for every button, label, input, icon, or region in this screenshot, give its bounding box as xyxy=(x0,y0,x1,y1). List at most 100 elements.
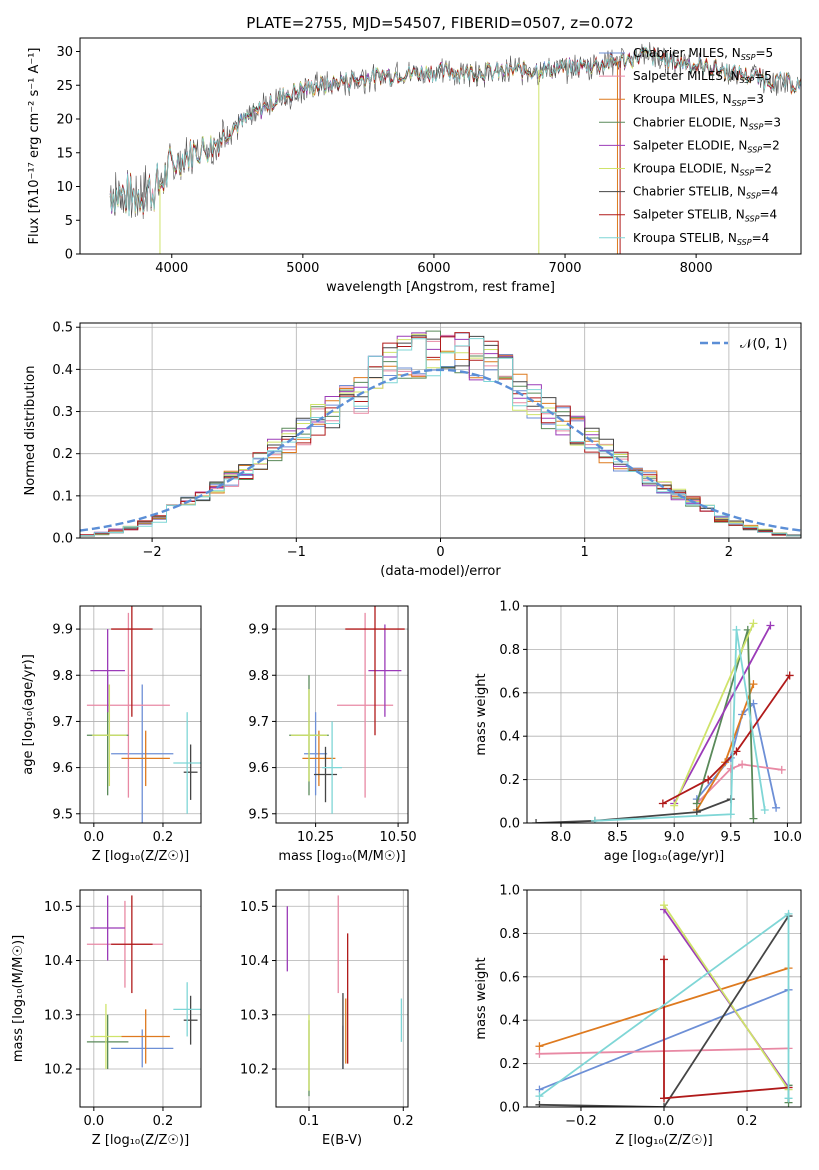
residuals-xtick-label: 0 xyxy=(436,545,444,560)
massweight_vs_age-xtick-label: 10.0 xyxy=(773,830,802,845)
massweight_vs_age-marker-kroupa_miles xyxy=(749,680,758,689)
massweight_vs_age-ytick-label: 0.8 xyxy=(499,643,520,658)
age_vs_mass-ytick-label: 9.9 xyxy=(248,623,269,638)
spectrum-legend: Chabrier MILES, NSSP=5 Salpeter MILES, NS… xyxy=(599,46,781,247)
residuals-ytick-label: 0.0 xyxy=(52,532,73,547)
spectrum-panel: 4000 5000 6000 7000 8000 0 5 10 15 20 25 30 waveleng… xyxy=(27,37,802,295)
legend-label-chabrier_stelib: Chabrier STELIB, NSSP=4 xyxy=(633,185,778,201)
massweight_vs_Z-ytick-label: 0.2 xyxy=(499,1057,520,1072)
massweight_vs_Z-xlabel: Z [log₁₀(Z/Z☉)] xyxy=(615,1133,712,1148)
massweight_vs_age-marker-salpeter_elodie xyxy=(766,621,775,630)
massweight_vs_Z-panel: −0.2 0.0 0.2 0.0 0.2 0.4 0.6 0.8 1.0 Z [log₁₀(Z/Z… xyxy=(474,884,802,1148)
residuals-ytick-label: 0.4 xyxy=(52,363,73,378)
massweight_vs_Z-ytick-label: 0.4 xyxy=(499,1014,520,1029)
spectrum-ytick-label: 30 xyxy=(56,45,73,60)
age_vs_mass-panel: 10.25 10.50 9.5 9.6 9.7 9.8 9.9 mass [log₁₀(M/M… xyxy=(248,605,417,864)
age_vs_mass-xtick-label: 10.50 xyxy=(379,830,416,845)
massweight_vs_age-marker-salpeter_stelib xyxy=(704,775,713,784)
massweight_vs_age-ytick-label: 0.0 xyxy=(499,817,520,832)
massweight_vs_Z-marker-kroupa_elodie xyxy=(660,901,668,910)
age_vs_Z-xlabel: Z [log₁₀(Z/Z☉)] xyxy=(92,849,189,864)
age_vs_mass-xlabel: mass [log₁₀(M/M☉)] xyxy=(278,849,405,864)
spectrum-xlabel: wavelength [Angstrom, rest frame] xyxy=(326,280,555,295)
spectrum-xtick-label: 5000 xyxy=(286,261,319,276)
massweight_vs_Z-ylabel: mass weight xyxy=(474,957,489,1039)
spectrum-ytick-label: 10 xyxy=(56,180,73,195)
spectrum-ylabel: Flux [fλ10⁻¹⁷ erg cm⁻² s⁻¹ A⁻¹] xyxy=(27,48,42,245)
spectrum-plot-area xyxy=(109,42,801,254)
legend-label-kroupa_elodie: Kroupa ELODIE, NSSP=2 xyxy=(633,162,772,178)
residuals-ytick-label: 0.1 xyxy=(52,489,73,504)
massweight_vs_age-marker-kroupa_elodie xyxy=(749,619,758,628)
spectrum-xtick-label: 8000 xyxy=(680,261,713,276)
massweight_vs_age-ytick-label: 0.6 xyxy=(499,686,520,701)
spectrum-ytick-label: 0 xyxy=(65,248,73,263)
massweight_vs_age-line-chabrier_stelib xyxy=(536,798,732,823)
mass_vs_ebv-ytick-label: 10.2 xyxy=(240,1063,269,1078)
massweight_vs_Z-marker-chabrier_stelib xyxy=(660,1103,668,1107)
mass_vs_Z-xlabel: Z [log₁₀(Z/Z☉)] xyxy=(92,1133,189,1148)
massweight_vs_Z-marker-salpeter_miles xyxy=(535,1049,544,1058)
massweight_vs_Z-marker-salpeter_stelib xyxy=(660,955,668,964)
massweight_vs_age-marker-chabrier_elodie xyxy=(692,799,701,808)
residuals-plot-area xyxy=(80,330,801,537)
mass_vs_Z-ytick-label: 10.2 xyxy=(44,1063,73,1078)
massweight_vs_Z-xtick-label: 0.0 xyxy=(654,1114,675,1129)
legend-label-salpeter_miles: Salpeter MILES, NSSP=5 xyxy=(633,69,772,85)
age_vs_Z-ytick-label: 9.5 xyxy=(52,807,73,822)
massweight_vs_Z-ytick-label: 0.6 xyxy=(499,970,520,985)
age_vs_mass-ytick-label: 9.5 xyxy=(248,807,269,822)
age_vs_Z-frame xyxy=(79,605,202,824)
legend-label-chabrier_elodie: Chabrier ELODIE, NSSP=3 xyxy=(633,115,781,131)
age_vs_Z-panel: 0.0 0.2 9.5 9.6 9.7 9.8 9.9 Z [log₁₀(Z/Z☉)] age … xyxy=(21,605,202,864)
massweight_vs_age-plot-area xyxy=(532,619,794,823)
figure-title: PLATE=2755, MJD=54507, FIBERID=0507, z=0… xyxy=(246,14,633,32)
massweight_vs_Z-ytick-label: 0.8 xyxy=(499,927,520,942)
mass_vs_ebv-ytick-label: 10.4 xyxy=(240,954,269,969)
massweight_vs_Z-marker-kroupa_stelib xyxy=(784,1094,793,1103)
massweight_vs_age-ytick-label: 1.0 xyxy=(499,600,520,615)
massweight_vs_Z-marker-chabrier_stelib xyxy=(535,1100,544,1107)
residuals-xtick-label: 2 xyxy=(725,545,733,560)
spectrum-ytick-label: 5 xyxy=(65,214,73,229)
age_vs_Z-ylabel: age [log₁₀(age/yr)] xyxy=(21,654,36,775)
mass_vs_ebv-xtick-label: 0.2 xyxy=(393,1114,414,1129)
massweight_vs_age-marker-chabrier_miles xyxy=(772,803,781,812)
legend-label-chabrier_miles: Chabrier MILES, NSSP=5 xyxy=(633,46,773,62)
age_vs_Z-ytick-label: 9.8 xyxy=(52,669,73,684)
massweight_vs_Z-marker-salpeter_stelib xyxy=(660,1094,668,1103)
mass_vs_ebv-plot-area xyxy=(286,895,403,1097)
residuals-xtick-label: −1 xyxy=(287,545,306,560)
residuals-panel: −2 −1 0 1 2 0.0 0.1 0.2 0.3 0.4 0.5 (data-model)/er… xyxy=(23,321,802,579)
spectrum-xtick-label: 6000 xyxy=(417,261,450,276)
mass_vs_ebv-panel: 0.1 0.2 10.2 10.3 10.4 10.5 E(B-V) xyxy=(240,889,414,1148)
massweight_vs_Z-xtick-label: 0.2 xyxy=(737,1114,758,1129)
massweight_vs_Z-marker-kroupa_miles xyxy=(535,1042,544,1051)
age_vs_mass-ytick-label: 9.6 xyxy=(248,761,269,776)
legend-label-kroupa_miles: Kroupa MILES, NSSP=3 xyxy=(633,92,764,108)
mass_vs_Z-xtick-label: 0.0 xyxy=(83,1114,104,1129)
massweight_vs_age-marker-kroupa_elodie xyxy=(670,801,679,810)
mass_vs_ebv-frame xyxy=(275,889,409,1108)
age_vs_mass-frame xyxy=(275,605,409,824)
spectrum-xtick-label: 4000 xyxy=(155,261,188,276)
age_vs_mass-plot-area xyxy=(289,606,405,814)
spectrum-ytick-label: 20 xyxy=(56,113,73,128)
spectrum-xtick-label: 7000 xyxy=(548,261,581,276)
mass_vs_Z-panel: 0.0 0.2 10.2 10.3 10.4 10.5 Z [log₁₀(Z/Z☉)] mas… xyxy=(11,889,202,1148)
massweight_vs_age-marker-salpeter_stelib xyxy=(785,671,794,680)
gauss-curve xyxy=(80,368,801,532)
legend-label-kroupa_stelib: Kroupa STELIB, NSSP=4 xyxy=(633,231,769,247)
legend-label-salpeter_elodie: Salpeter ELODIE, NSSP=2 xyxy=(633,138,780,154)
mass_vs_Z-ytick-label: 10.5 xyxy=(44,900,73,915)
mass_vs_Z-xtick-label: 0.2 xyxy=(153,1114,174,1129)
massweight_vs_Z-line-chabrier_stelib xyxy=(539,915,790,1107)
mass_vs_ebv-ytick-label: 10.3 xyxy=(240,1008,269,1023)
massweight_vs_Z-marker-kroupa_stelib xyxy=(535,1092,544,1101)
spectrum-frame xyxy=(79,37,802,255)
residuals-xtick-label: 1 xyxy=(581,545,589,560)
massweight_vs_age-panel: 8.0 8.5 9.0 9.5 10.0 0.0 0.2 0.4 0.6 0.8 1.0 age [l… xyxy=(474,600,802,865)
massweight_vs_Z-ytick-label: 1.0 xyxy=(499,884,520,899)
spectrum-ytick-label: 25 xyxy=(56,79,73,94)
massweight_vs_age-ylabel: mass weight xyxy=(474,673,489,755)
